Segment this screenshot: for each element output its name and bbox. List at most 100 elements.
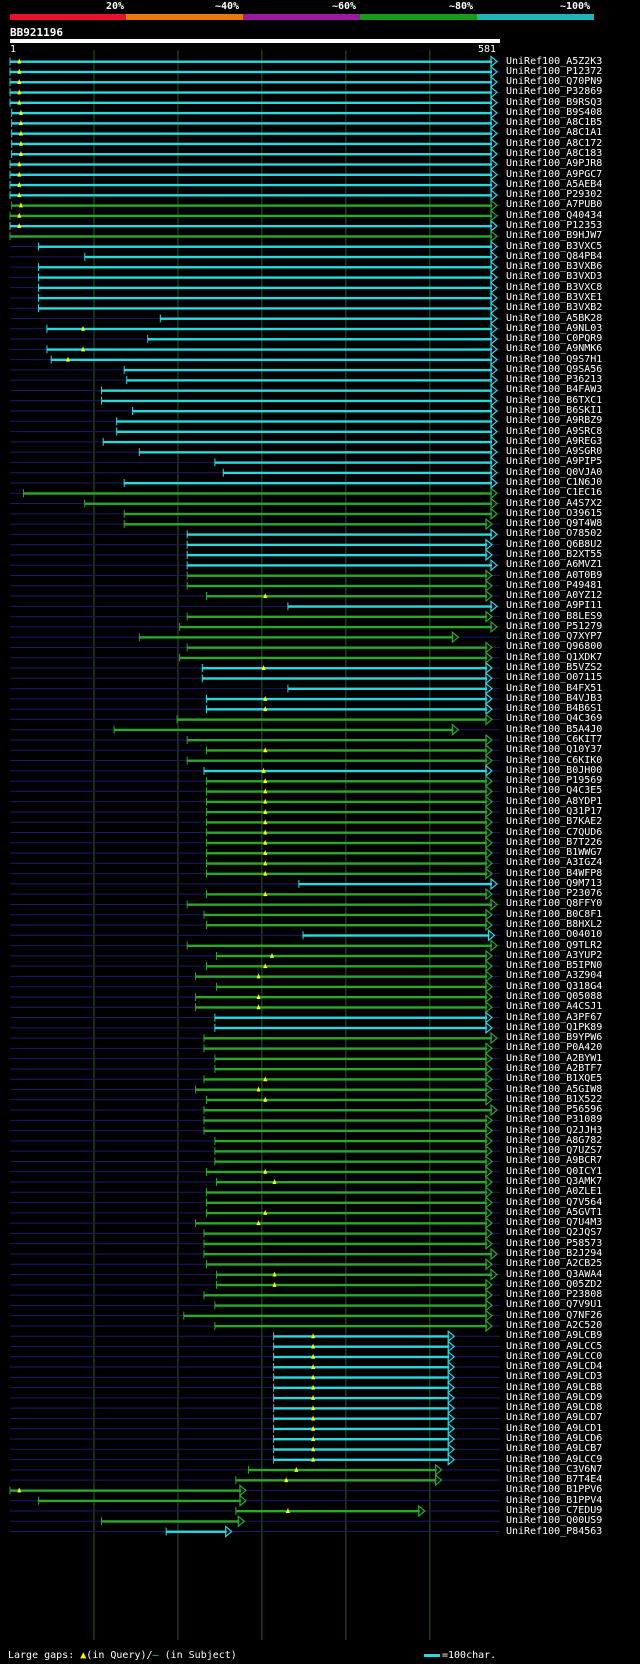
hit-label[interactable]: UniRef100_Q6B8U2 xyxy=(506,538,603,550)
hit-label[interactable]: UniRef100_A9PIP5 xyxy=(506,456,603,468)
hit-label[interactable]: UniRef100_Q8FFY0 xyxy=(506,898,603,910)
hit-label[interactable]: UniRef100_C1N6J0 xyxy=(506,476,603,488)
hit-label[interactable]: UniRef100_A8YDP1 xyxy=(506,795,603,807)
hit-label[interactable]: UniRef100_Q31P17 xyxy=(506,805,603,817)
hit-label[interactable]: UniRef100_Q10Y37 xyxy=(506,744,603,756)
hit-label[interactable]: UniRef100_B7KAE2 xyxy=(506,816,603,828)
hit-label[interactable]: UniRef100_B9S408 xyxy=(506,106,603,118)
hit-label[interactable]: UniRef100_B3VXC8 xyxy=(506,281,603,293)
hit-label[interactable]: UniRef100_A9PGC7 xyxy=(506,168,603,180)
hit-label[interactable]: UniRef100_Q9TLR2 xyxy=(506,939,603,951)
hit-label[interactable]: UniRef100_O07115 xyxy=(506,672,603,684)
hit-label[interactable]: UniRef100_A8C1B5 xyxy=(506,117,603,129)
hit-label[interactable]: UniRef100_Q84PB4 xyxy=(506,250,603,262)
hit-label[interactable]: UniRef100_P12353 xyxy=(506,219,603,231)
hit-label[interactable]: UniRef100_A9SGR0 xyxy=(506,446,603,458)
hit-label[interactable]: UniRef100_Q9T4W8 xyxy=(506,518,603,530)
hit-label[interactable]: UniRef100_B4VJB3 xyxy=(506,692,603,704)
hit-label[interactable]: UniRef100_A9NL03 xyxy=(506,322,603,334)
hit-label[interactable]: UniRef100_Q7NF26 xyxy=(506,1309,603,1321)
hit-label[interactable]: UniRef100_Q1XDK7 xyxy=(506,651,603,663)
hit-label[interactable]: UniRef100_P23076 xyxy=(506,888,603,900)
hit-label[interactable]: UniRef100_B9HJW7 xyxy=(506,230,603,242)
hit-label[interactable]: UniRef100_O78502 xyxy=(506,528,603,540)
hit-label[interactable]: UniRef100_A3IGZ4 xyxy=(506,857,603,869)
hit-label[interactable]: UniRef100_A3YUP2 xyxy=(506,949,603,961)
hit-label[interactable]: UniRef100_A9LCC0 xyxy=(506,1350,603,1362)
hit-label[interactable]: UniRef100_A2CB25 xyxy=(506,1258,603,1270)
hit-label[interactable]: UniRef100_P56596 xyxy=(506,1104,603,1116)
hit-label[interactable]: UniRef100_A5GVT1 xyxy=(506,1206,603,1218)
hit-label[interactable]: UniRef100_A8G782 xyxy=(506,1134,603,1146)
hit-label[interactable]: UniRef100_A9LCB8 xyxy=(506,1381,603,1393)
hit-label[interactable]: UniRef100_Q0VJA0 xyxy=(506,466,603,478)
hit-label[interactable]: UniRef100_Q1PK89 xyxy=(506,1021,603,1033)
hit-label[interactable]: UniRef100_C0PQR9 xyxy=(506,333,603,345)
hit-label[interactable]: UniRef100_Q7XYP7 xyxy=(506,631,603,643)
hit-label[interactable]: UniRef100_A9LCD9 xyxy=(506,1391,603,1403)
hit-label[interactable]: UniRef100_A9REG3 xyxy=(506,435,603,447)
hit-label[interactable]: UniRef100_A3PF67 xyxy=(506,1011,603,1023)
hit-label[interactable]: UniRef100_P12372 xyxy=(506,65,603,77)
hit-label[interactable]: UniRef100_A5BK28 xyxy=(506,312,603,324)
hit-label[interactable]: UniRef100_A9LCC5 xyxy=(506,1340,603,1352)
hit-label[interactable]: UniRef100_B7T4E4 xyxy=(506,1474,603,1486)
hit-label[interactable]: UniRef100_C6KIK0 xyxy=(506,754,603,766)
hit-label[interactable]: UniRef100_A7PUB0 xyxy=(506,199,603,211)
hit-label[interactable]: UniRef100_Q4C3E5 xyxy=(506,785,603,797)
hit-label[interactable]: UniRef100_P36213 xyxy=(506,374,603,386)
hit-label[interactable]: UniRef100_C3V6N7 xyxy=(506,1463,603,1475)
hit-label[interactable]: UniRef100_C7EDU9 xyxy=(506,1504,603,1516)
hit-label[interactable]: UniRef100_Q7UZS7 xyxy=(506,1145,603,1157)
hit-label[interactable]: UniRef100_A9LCD4 xyxy=(506,1361,603,1373)
hit-label[interactable]: UniRef100_Q9M713 xyxy=(506,877,603,889)
hit-label[interactable]: UniRef100_Q3AWA4 xyxy=(506,1268,603,1280)
hit-label[interactable]: UniRef100_Q0ICY1 xyxy=(506,1165,603,1177)
hit-label[interactable]: UniRef100_C1EC16 xyxy=(506,487,603,499)
hit-label[interactable]: UniRef100_B9RSQ3 xyxy=(506,96,603,108)
hit-label[interactable]: UniRef100_Q2JQS7 xyxy=(506,1227,603,1239)
hit-label[interactable]: UniRef100_P23808 xyxy=(506,1289,603,1301)
hit-label[interactable]: UniRef100_B3VXC5 xyxy=(506,240,603,252)
hit-label[interactable]: UniRef100_B3VXB6 xyxy=(506,261,603,273)
hit-label[interactable]: UniRef100_Q2JJH3 xyxy=(506,1124,603,1136)
hit-label[interactable]: UniRef100_B9YPW6 xyxy=(506,1032,603,1044)
hit-label[interactable]: UniRef100_A2C520 xyxy=(506,1319,603,1331)
hit-label[interactable]: UniRef100_B1PPV6 xyxy=(506,1484,603,1496)
hit-label[interactable]: UniRef100_P51279 xyxy=(506,620,603,632)
hit-label[interactable]: UniRef100_Q96800 xyxy=(506,641,603,653)
hit-label[interactable]: UniRef100_P58573 xyxy=(506,1237,603,1249)
hit-label[interactable]: UniRef100_B4B6S1 xyxy=(506,703,603,715)
hit-label[interactable]: UniRef100_A5Z2K3 xyxy=(506,55,603,67)
hit-label[interactable]: UniRef100_A9LCB7 xyxy=(506,1443,603,1455)
hit-label[interactable]: UniRef100_A9LCD3 xyxy=(506,1371,603,1383)
hit-label[interactable]: UniRef100_Q3AMK7 xyxy=(506,1176,603,1188)
hit-label[interactable]: UniRef100_B6SKI1 xyxy=(506,405,603,417)
hit-label[interactable]: UniRef100_B1WWG7 xyxy=(506,847,603,859)
hit-label[interactable]: UniRef100_C6KIT7 xyxy=(506,733,603,745)
hit-label[interactable]: UniRef100_A9LCD8 xyxy=(506,1402,603,1414)
hit-label[interactable]: UniRef100_A9LCD6 xyxy=(506,1433,603,1445)
hit-label[interactable]: UniRef100_A5AEB4 xyxy=(506,178,603,190)
hit-label[interactable]: UniRef100_B0C8F1 xyxy=(506,908,603,920)
hit-label[interactable]: UniRef100_B6TXC1 xyxy=(506,394,603,406)
hit-label[interactable]: UniRef100_B4FAW3 xyxy=(506,384,603,396)
hit-label[interactable]: UniRef100_Q00US9 xyxy=(506,1515,603,1527)
hit-label[interactable]: UniRef100_A8C183 xyxy=(506,148,603,160)
hit-label[interactable]: UniRef100_A8C172 xyxy=(506,137,603,149)
hit-label[interactable]: UniRef100_B1XQE5 xyxy=(506,1073,603,1085)
hit-label[interactable]: UniRef100_B4WFP8 xyxy=(506,867,603,879)
hit-label[interactable]: UniRef100_P31089 xyxy=(506,1114,603,1126)
hit-label[interactable]: UniRef100_P49481 xyxy=(506,579,603,591)
hit-label[interactable]: UniRef100_B3VXE1 xyxy=(506,291,603,303)
hit-label[interactable]: UniRef100_Q05ZD2 xyxy=(506,1278,603,1290)
hit-label[interactable]: UniRef100_A0T0B9 xyxy=(506,569,603,581)
hit-label[interactable]: UniRef100_Q7V564 xyxy=(506,1196,603,1208)
hit-label[interactable]: UniRef100_B1X522 xyxy=(506,1093,603,1105)
hit-label[interactable]: UniRef100_B3VXD3 xyxy=(506,271,603,283)
hit-label[interactable]: UniRef100_B4FX51 xyxy=(506,682,603,694)
hit-label[interactable]: UniRef100_A9LCC9 xyxy=(506,1453,603,1465)
hit-label[interactable]: UniRef100_Q318G4 xyxy=(506,980,603,992)
hit-label[interactable]: UniRef100_B1PPV4 xyxy=(506,1494,603,1506)
hit-label[interactable]: UniRef100_B5VZS2 xyxy=(506,662,603,674)
